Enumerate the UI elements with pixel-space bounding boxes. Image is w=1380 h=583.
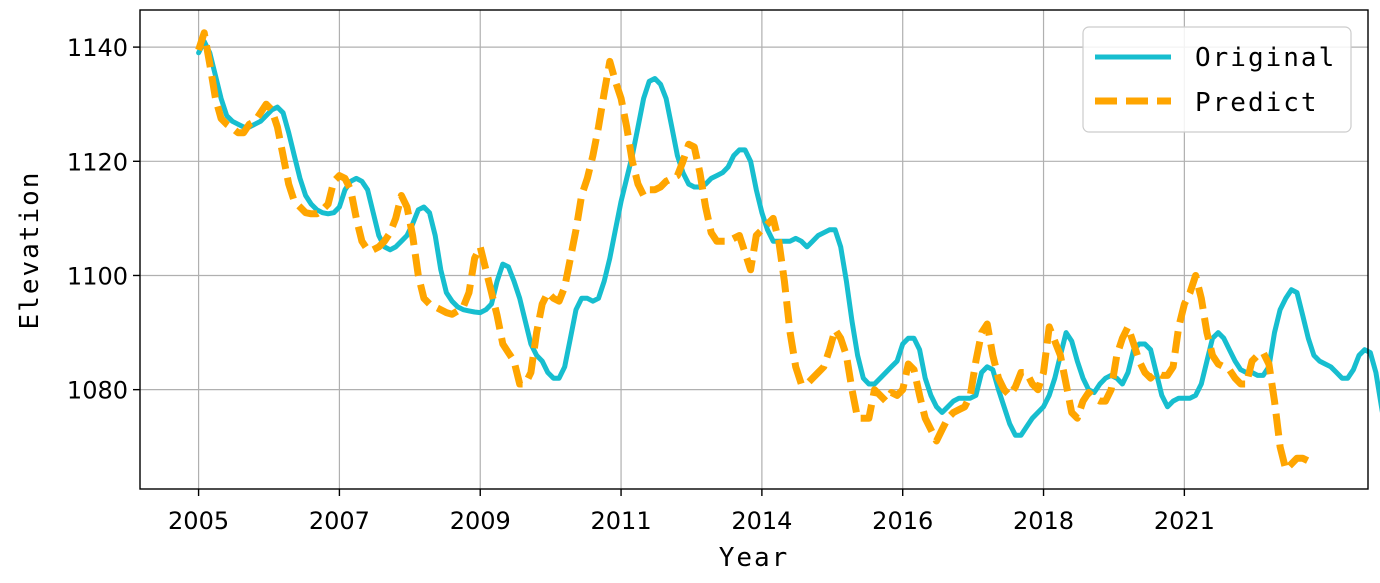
x-tick-label: 2014	[731, 507, 792, 535]
legend-label-predict: Predict	[1195, 88, 1319, 118]
series-line-original	[196, 38, 1380, 438]
y-axis-label: Elevation	[15, 171, 45, 330]
x-tick-label: 2009	[450, 507, 511, 535]
x-tick-label: 2011	[591, 507, 652, 535]
y-tick-label: 1140	[67, 34, 128, 62]
y-tick-label: 1080	[67, 377, 128, 405]
legend-box	[1082, 26, 1352, 133]
x-tick-label: 2005	[168, 507, 229, 535]
plot-frame	[139, 9, 1369, 490]
series-group	[195, 29, 1380, 474]
x-tick-label: 2018	[1013, 507, 1074, 535]
y-tick-label: 1120	[67, 148, 128, 176]
x-tick-label: 2007	[309, 507, 370, 535]
series-line-predict	[195, 29, 1310, 474]
x-tick-label: 2016	[872, 507, 933, 535]
x-axis-ticks: 2005 2007 2009 2011 2014 2016 2018 2021	[168, 489, 1215, 535]
legend: Original Predict	[1082, 26, 1352, 133]
x-axis-label: Year	[719, 543, 790, 573]
legend-label-original: Original	[1195, 43, 1336, 73]
x-tick-label: 2021	[1154, 507, 1215, 535]
y-tick-label: 1100	[67, 262, 128, 290]
y-axis-ticks: 1080 1100 1120 1140	[67, 34, 140, 405]
